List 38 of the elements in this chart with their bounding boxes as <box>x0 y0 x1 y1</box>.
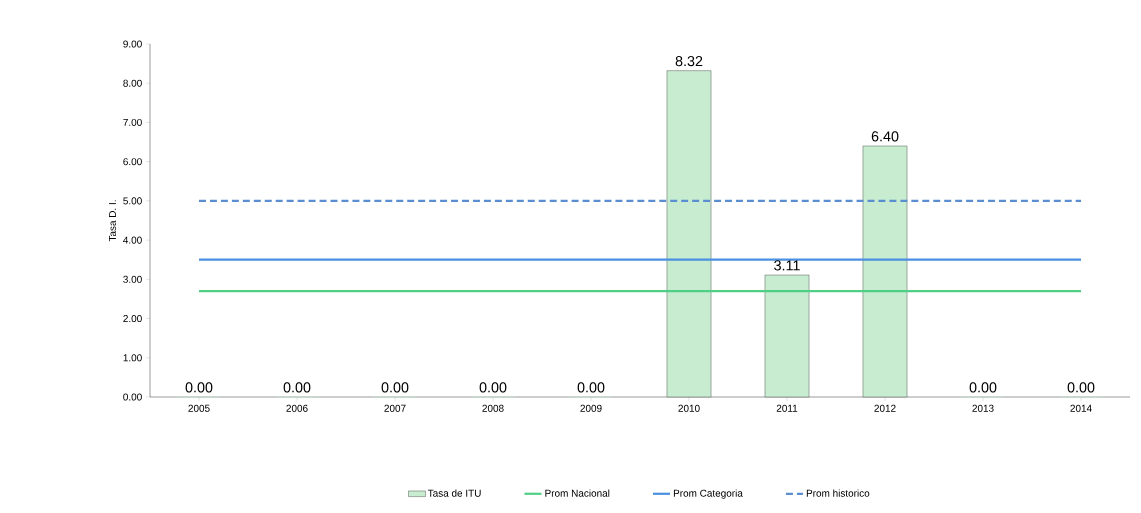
data-label: 0.00 <box>479 382 507 393</box>
y-tick-label: 5.00 <box>123 197 142 205</box>
x-tick-label: 2012 <box>874 404 896 412</box>
data-label: 6.40 <box>871 131 899 142</box>
x-tick-label: 2009 <box>580 404 602 412</box>
y-tick-label: 7.00 <box>123 118 142 126</box>
bar <box>666 70 712 398</box>
x-tick-label: 2014 <box>1070 404 1092 412</box>
x-tick-label: 2008 <box>482 404 504 412</box>
data-label: 0.00 <box>969 382 997 393</box>
data-label: 0.00 <box>283 382 311 393</box>
data-label: 0.00 <box>185 382 213 393</box>
x-tick-label: 2007 <box>384 404 406 412</box>
x-tick-label: 2011 <box>776 404 798 412</box>
legend-label: Prom Categoria <box>673 489 743 499</box>
x-tick-label: 2010 <box>678 404 700 412</box>
bar <box>764 274 810 398</box>
data-label: 0.00 <box>381 382 409 393</box>
data-label: 3.11 <box>774 260 800 271</box>
y-tick-label: 4.00 <box>123 236 142 244</box>
bar <box>862 145 908 398</box>
legend-label: Prom Nacional <box>545 489 610 497</box>
data-label: 0.00 <box>1067 382 1095 393</box>
y-tick-label: 0.00 <box>123 393 142 401</box>
legend-label: Tasa de ITU <box>427 489 481 497</box>
x-tick-label: 2005 <box>188 404 210 412</box>
y-tick-label: 3.00 <box>123 275 142 283</box>
data-label: 8.32 <box>675 55 703 67</box>
legend-label: Prom historico <box>806 489 870 497</box>
y-tick-label: 9.00 <box>123 40 142 48</box>
x-tick-label: 2013 <box>972 404 994 412</box>
y-tick-label: 8.00 <box>123 79 142 87</box>
x-tick-label: 2006 <box>286 404 308 412</box>
y-axis-title: Tasa D. I. <box>109 200 116 242</box>
data-label: 0.00 <box>577 382 605 393</box>
y-tick-label: 2.00 <box>123 315 142 323</box>
y-tick-label: 6.00 <box>123 158 142 166</box>
y-tick-label: 1.00 <box>123 354 142 362</box>
